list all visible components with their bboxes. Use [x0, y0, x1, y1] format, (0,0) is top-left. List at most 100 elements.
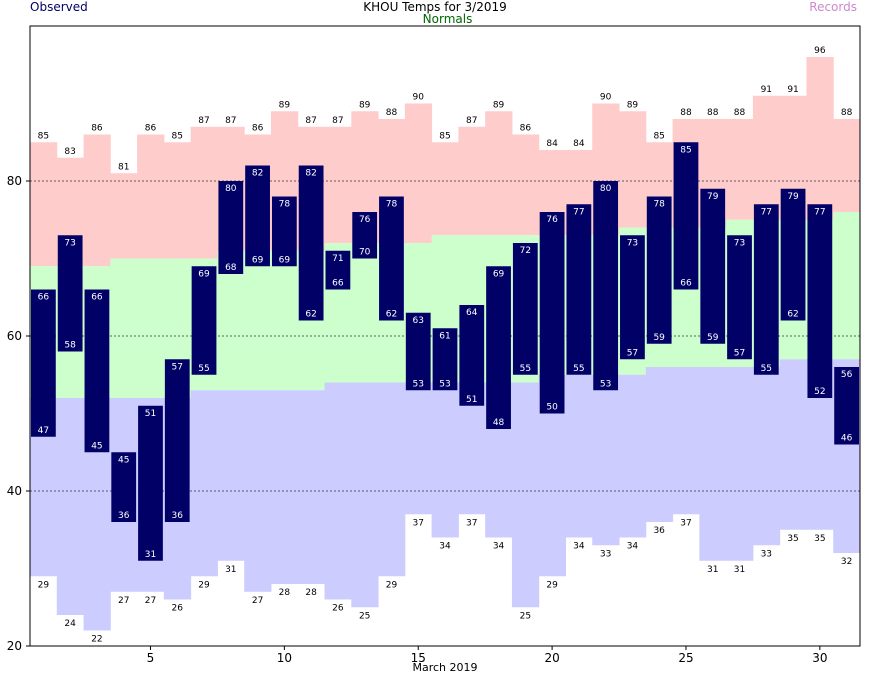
observed-bar [727, 235, 752, 360]
record-low-band [511, 382, 540, 608]
observed-bar [486, 266, 511, 429]
observed-bar [593, 181, 619, 391]
observed-bar [646, 196, 672, 344]
record-high-label: 88 [841, 108, 853, 118]
observed-bar [620, 235, 645, 360]
record-high-label: 88 [386, 108, 398, 118]
record-high-label: 87 [305, 116, 316, 126]
record-high-label: 85 [172, 131, 183, 141]
observed-low-label: 45 [91, 441, 102, 451]
record-low-band [190, 390, 218, 577]
chart-title: KHOU Temps for 3/2019 [363, 0, 507, 14]
record-low-label: 36 [653, 526, 665, 536]
record-high-band [324, 126, 352, 243]
record-low-band [645, 367, 674, 522]
observed-high-label: 73 [64, 238, 75, 248]
observed-high-label: 79 [787, 192, 799, 202]
record-low-band [217, 390, 245, 561]
observed-low-label: 36 [172, 511, 184, 521]
record-high-label: 89 [627, 100, 639, 110]
record-low-label: 33 [600, 549, 611, 559]
observed-low-label: 68 [225, 263, 237, 273]
observed-bar [405, 312, 431, 391]
record-low-label: 34 [439, 542, 451, 552]
observed-low-label: 62 [386, 310, 397, 320]
record-low-label: 29 [198, 580, 210, 590]
normal-band [110, 258, 138, 398]
observed-bar [138, 405, 163, 561]
observed-high-label: 78 [386, 200, 398, 210]
record-high-label: 89 [493, 100, 505, 110]
observed-low-label: 57 [627, 348, 638, 358]
record-low-label: 28 [305, 588, 317, 598]
y-tick-label-20: 20 [7, 639, 22, 653]
observed-low-label: 53 [600, 379, 611, 389]
observed-high-label: 69 [198, 269, 210, 279]
record-high-band [806, 57, 834, 220]
observed-high-label: 78 [653, 200, 665, 210]
observed-high-label: 76 [359, 215, 371, 225]
record-high-label: 89 [359, 100, 371, 110]
record-low-label: 34 [627, 542, 639, 552]
record-low-label: 35 [814, 534, 825, 544]
record-high-label: 88 [680, 108, 692, 118]
observed-high-label: 51 [145, 409, 156, 419]
observed-low-label: 62 [787, 310, 798, 320]
observed-high-label: 82 [305, 169, 316, 179]
observed-bar [191, 266, 217, 375]
record-high-band [190, 126, 218, 259]
normal-band [244, 250, 272, 391]
observed-low-label: 53 [439, 379, 450, 389]
record-high-label: 91 [787, 85, 798, 95]
observed-high-label: 61 [439, 331, 450, 341]
observed-low-label: 31 [145, 550, 156, 560]
observed-low-label: 55 [198, 364, 209, 374]
record-high-label: 83 [64, 147, 75, 157]
observed-high-label: 66 [91, 293, 103, 303]
y-tick-label-80: 80 [7, 174, 22, 188]
record-high-label: 86 [252, 124, 264, 134]
observed-low-label: 69 [279, 255, 291, 265]
x-tick-label-15: 15 [411, 651, 426, 665]
observed-bar [566, 204, 592, 375]
observed-low-label: 59 [707, 333, 719, 343]
observed-low-label: 51 [466, 395, 477, 405]
observed-high-label: 80 [225, 184, 237, 194]
observed-bar [673, 142, 699, 290]
observed-low-label: 48 [493, 418, 505, 428]
record-high-label: 89 [279, 100, 291, 110]
record-low-band [270, 390, 299, 584]
observed-bar [834, 367, 859, 445]
record-high-label: 84 [546, 139, 558, 149]
record-high-label: 90 [412, 93, 424, 103]
x-tick-label-30: 30 [812, 651, 827, 665]
record-high-label: 87 [198, 116, 209, 126]
record-low-band [431, 382, 459, 538]
record-low-label: 29 [386, 580, 398, 590]
record-low-label: 24 [64, 619, 76, 629]
observed-low-label: 66 [332, 279, 344, 289]
observed-high-label: 77 [573, 207, 584, 217]
observed-high-label: 57 [172, 362, 183, 372]
observed-high-label: 85 [680, 145, 691, 155]
record-low-band [565, 374, 593, 538]
observed-bar [753, 204, 779, 375]
record-high-label: 85 [653, 131, 664, 141]
observed-high-label: 45 [118, 455, 129, 465]
record-low-label: 26 [172, 604, 184, 614]
observed-low-label: 55 [761, 364, 772, 374]
observed-low-label: 57 [734, 348, 745, 358]
observed-low-label: 47 [38, 426, 49, 436]
x-axis-label: March 2019 [412, 661, 478, 674]
record-low-label: 33 [761, 549, 772, 559]
record-low-band [297, 390, 326, 584]
observed-bar [245, 165, 270, 267]
record-low-band [752, 367, 781, 546]
record-low-band [672, 367, 700, 515]
observed-bar [807, 204, 833, 398]
record-low-label: 34 [573, 542, 585, 552]
record-low-label: 29 [546, 580, 558, 590]
normal-band [833, 212, 861, 360]
observed-bar [459, 305, 485, 406]
observed-bar [271, 196, 297, 267]
